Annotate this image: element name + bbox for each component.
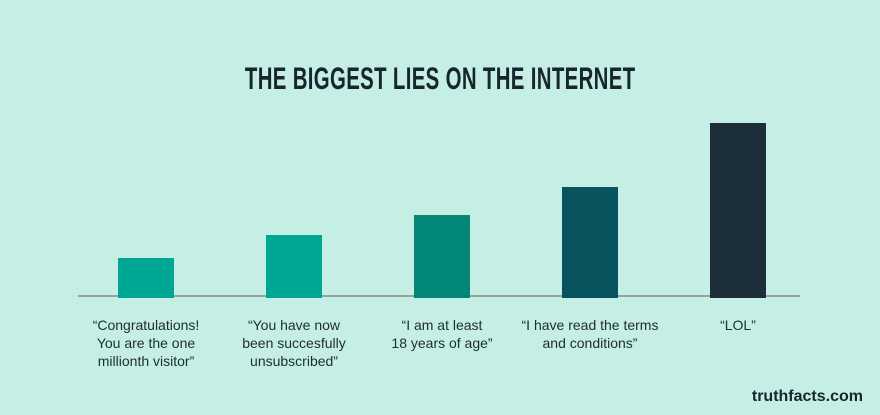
bar-label-unsubscribed: “You have now been succesfully unsubscri… xyxy=(242,317,346,369)
bar-lol xyxy=(710,123,766,298)
labels-row: “Congratulations! You are the one millio… xyxy=(72,316,812,370)
bars-row xyxy=(72,98,812,298)
bar-18-years xyxy=(414,215,470,298)
chart-title: THE BIGGEST LIES ON THE INTERNET xyxy=(244,61,636,97)
bar-slot-unsubscribed xyxy=(220,235,368,298)
credit-text: truthfacts.com xyxy=(751,388,863,405)
bar-slot-lol xyxy=(664,123,812,298)
bar-terms-conditions xyxy=(562,187,618,298)
bar-label-lol: “LOL” xyxy=(720,317,756,333)
title-wrap: THE BIGGEST LIES ON THE INTERNET xyxy=(0,61,880,97)
bar-slot-terms-conditions xyxy=(516,187,664,298)
bar-millionth-visitor xyxy=(118,258,174,298)
bar-label-millionth-visitor: “Congratulations! You are the one millio… xyxy=(92,317,200,369)
bar-slot-18-years xyxy=(368,215,516,298)
bar-label-18-years: “I am at least 18 years of age” xyxy=(391,317,493,351)
bar-slot-millionth-visitor xyxy=(72,258,220,298)
bar-unsubscribed xyxy=(266,235,322,298)
bar-label-terms-conditions: “I have read the terms and conditions” xyxy=(521,317,659,351)
